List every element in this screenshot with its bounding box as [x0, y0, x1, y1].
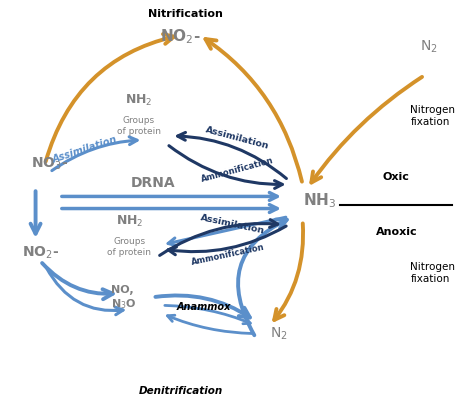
Text: NH$_3$: NH$_3$: [302, 191, 336, 210]
Text: DRNA: DRNA: [130, 176, 175, 190]
Text: Groups
of protein: Groups of protein: [117, 116, 161, 136]
Text: Anammox: Anammox: [177, 302, 231, 312]
Text: N$_2$: N$_2$: [270, 326, 288, 342]
Text: Oxic: Oxic: [383, 172, 410, 182]
Text: NO,
N$_3$O: NO, N$_3$O: [110, 285, 136, 311]
Text: Nitrogen
fixation: Nitrogen fixation: [410, 262, 456, 284]
Text: Groups
of protein: Groups of protein: [107, 237, 151, 257]
Text: NO$_2$-: NO$_2$-: [21, 245, 59, 261]
Text: Assimilation: Assimilation: [204, 125, 270, 151]
Text: NH$_2$: NH$_2$: [125, 92, 152, 108]
Text: Nitrification: Nitrification: [148, 9, 223, 19]
Text: Anoxic: Anoxic: [375, 227, 417, 237]
Text: N$_2$: N$_2$: [420, 39, 438, 55]
Text: Denitrification: Denitrification: [139, 386, 223, 396]
Text: Assimilation: Assimilation: [199, 213, 265, 236]
Text: Nitrogen
fixation: Nitrogen fixation: [410, 105, 456, 127]
Text: Assimilation: Assimilation: [51, 135, 118, 165]
Text: NO$_2$-: NO$_2$-: [161, 27, 201, 46]
Text: Ammonification: Ammonification: [200, 156, 274, 184]
Text: NO$_3$-: NO$_3$-: [31, 156, 68, 172]
Text: NH$_2$: NH$_2$: [116, 213, 143, 229]
Text: Ammonification: Ammonification: [190, 243, 265, 267]
